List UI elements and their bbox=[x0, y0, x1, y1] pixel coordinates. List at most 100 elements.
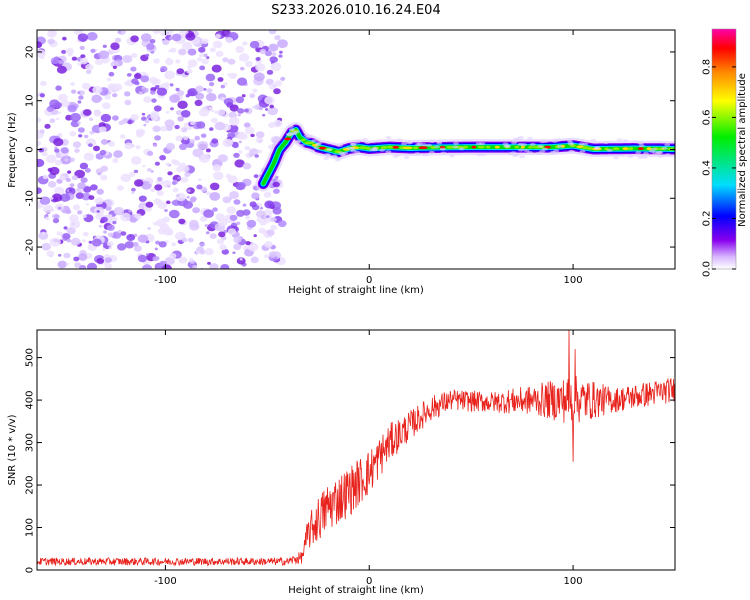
noise-blob bbox=[245, 215, 251, 220]
ridge-noise-blob bbox=[553, 149, 560, 153]
noise-blob bbox=[233, 152, 240, 158]
noise-blob bbox=[175, 59, 181, 64]
noise-blob bbox=[52, 218, 60, 224]
noise-blob bbox=[46, 106, 54, 112]
figure-title: S233.2026.010.16.24.E04 bbox=[271, 3, 440, 18]
noise-blob bbox=[95, 168, 104, 175]
ridge-noise-blob bbox=[305, 135, 312, 139]
ridge-noise-blob bbox=[334, 158, 341, 162]
noise-blob bbox=[138, 91, 143, 95]
noise-blob bbox=[63, 226, 68, 230]
noise-blob bbox=[272, 207, 282, 215]
y-tick-label: -20 bbox=[25, 239, 36, 255]
noise-blob bbox=[204, 248, 214, 256]
noise-blob bbox=[167, 171, 173, 176]
noise-blob bbox=[217, 218, 228, 227]
noise-blob bbox=[198, 178, 202, 182]
noise-blob bbox=[176, 90, 185, 96]
noise-blob bbox=[142, 264, 153, 269]
noise-blob bbox=[239, 258, 243, 261]
noise-blob bbox=[169, 94, 181, 103]
noise-blob bbox=[88, 240, 93, 244]
noise-blob bbox=[117, 243, 127, 251]
ridge-hotspot bbox=[471, 145, 477, 149]
ridge-noise-blob bbox=[293, 130, 300, 134]
noise-blob bbox=[174, 124, 180, 130]
noise-blob bbox=[194, 135, 200, 141]
noise-blob bbox=[233, 236, 242, 244]
noise-blob bbox=[84, 168, 91, 173]
noise-blob bbox=[203, 88, 207, 91]
noise-blob bbox=[79, 57, 89, 65]
noise-blob bbox=[154, 247, 158, 251]
ridge-noise-blob bbox=[541, 147, 548, 151]
noise-blob bbox=[271, 52, 277, 56]
ridge-hotspot bbox=[637, 147, 644, 151]
noise-blob bbox=[236, 77, 248, 86]
noise-blob bbox=[238, 150, 243, 154]
noise-blob bbox=[208, 106, 213, 110]
noise-blob bbox=[69, 131, 77, 137]
noise-blob bbox=[65, 209, 72, 214]
ridge-noise-blob bbox=[523, 148, 530, 152]
ridge-noise-blob bbox=[354, 140, 361, 144]
snr-panel: -100 0 100 0 100 200 300 400 500 Height of stra… bbox=[7, 329, 676, 596]
colorbar-tick-label: 0.6 bbox=[702, 109, 713, 125]
noise-blob bbox=[124, 142, 133, 150]
x-tick-label: -100 bbox=[154, 576, 177, 587]
noise-blob bbox=[53, 138, 64, 147]
noise-blob bbox=[133, 169, 139, 174]
colorbar-tick-label: 0.8 bbox=[702, 59, 713, 75]
noise-blob bbox=[69, 183, 75, 188]
ridge-noise-blob bbox=[435, 140, 442, 144]
ridge-noise-blob bbox=[603, 141, 610, 144]
noise-blob bbox=[69, 219, 81, 229]
noise-blob bbox=[89, 130, 95, 135]
noise-blob bbox=[242, 209, 251, 216]
ridge-noise-blob bbox=[507, 152, 514, 156]
noise-blob bbox=[186, 195, 190, 199]
ridge-hotspot bbox=[520, 145, 525, 149]
noise-blob bbox=[227, 58, 236, 65]
noise-blob bbox=[243, 108, 249, 113]
noise-blob bbox=[190, 121, 196, 126]
noise-blob bbox=[197, 141, 209, 150]
noise-blob bbox=[71, 56, 78, 61]
noise-blob bbox=[216, 238, 225, 245]
ridge-noise-blob bbox=[526, 136, 533, 140]
noise-blob bbox=[130, 35, 139, 43]
noise-blob bbox=[53, 186, 65, 196]
noise-blob bbox=[79, 264, 87, 269]
noise-blob bbox=[209, 182, 220, 191]
colorbar-tick-label: 0.4 bbox=[702, 160, 713, 176]
noise-blob bbox=[206, 56, 210, 59]
noise-blob bbox=[106, 77, 112, 82]
ridge-noise-blob bbox=[664, 143, 671, 147]
noise-blob bbox=[107, 141, 116, 147]
noise-blob bbox=[192, 148, 204, 158]
noise-blob bbox=[186, 68, 193, 74]
noise-blob bbox=[70, 237, 81, 246]
noise-blob bbox=[122, 55, 133, 63]
y-tick-label: 200 bbox=[25, 475, 36, 494]
noise-blob bbox=[152, 125, 161, 133]
ridge-hotspot bbox=[380, 146, 388, 149]
noise-blob bbox=[176, 110, 183, 116]
noise-blob bbox=[268, 83, 277, 90]
noise-blob bbox=[280, 76, 286, 81]
noise-blob bbox=[143, 123, 147, 127]
noise-blob bbox=[74, 262, 82, 268]
noise-blob bbox=[132, 242, 139, 247]
noise-blob bbox=[49, 237, 61, 247]
ridge-noise-blob bbox=[458, 147, 465, 151]
ridge-noise-blob bbox=[664, 153, 671, 157]
noise-blob bbox=[199, 215, 208, 222]
ridge-noise-blob bbox=[396, 138, 403, 142]
ridge-noise-blob bbox=[428, 150, 435, 154]
noise-blob bbox=[39, 196, 51, 205]
noise-blob bbox=[215, 50, 224, 57]
noise-blob bbox=[112, 158, 119, 163]
y-tick-label: 0 bbox=[25, 567, 36, 573]
noise-blob bbox=[189, 197, 196, 203]
noise-blob bbox=[189, 258, 194, 262]
